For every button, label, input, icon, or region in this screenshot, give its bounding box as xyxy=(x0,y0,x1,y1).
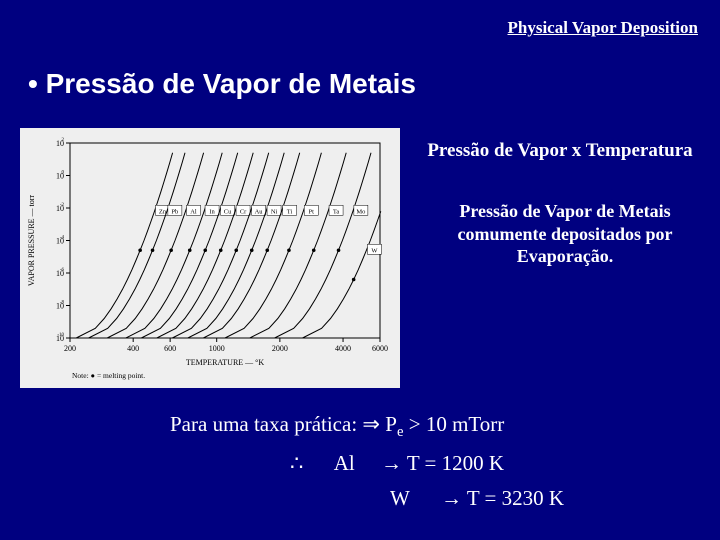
formula2-al: Al xyxy=(334,451,355,475)
formula-block: Para uma taxa prática: ⇒ Pe > 10 mTorr ∴… xyxy=(170,412,690,521)
svg-text:-10: -10 xyxy=(57,333,64,338)
therefore-icon: ∴ xyxy=(290,451,303,475)
svg-text:-6: -6 xyxy=(60,268,65,273)
svg-text:-8: -8 xyxy=(60,301,65,306)
svg-text:Pb: Pb xyxy=(171,208,178,215)
formula-line-1: Para uma taxa prática: ⇒ Pe > 10 mTorr xyxy=(170,412,690,441)
svg-text:1000: 1000 xyxy=(209,344,225,353)
vapor-pressure-chart: 10-1010-810-610-410-21001022004006001000… xyxy=(20,128,400,388)
svg-text:Ta: Ta xyxy=(333,208,340,215)
caption2-line1: Pressão de Vapor de Metais xyxy=(459,201,670,221)
svg-text:-4: -4 xyxy=(60,236,65,241)
svg-text:4000: 4000 xyxy=(335,344,351,353)
chart-caption-2: Pressão de Vapor de Metais comumente dep… xyxy=(440,200,690,268)
svg-text:Cu: Cu xyxy=(224,208,232,215)
formula-line-2: ∴ Al → T = 1200 K xyxy=(170,451,690,476)
caption2-line2: comumente depositados por xyxy=(458,224,673,244)
svg-text:In: In xyxy=(209,208,215,215)
svg-text:6000: 6000 xyxy=(372,344,388,353)
svg-text:-2: -2 xyxy=(60,203,65,208)
svg-text:W: W xyxy=(371,247,378,254)
formula3-w: W xyxy=(390,486,409,510)
svg-text:600: 600 xyxy=(164,344,176,353)
formula1-sub: e xyxy=(397,424,404,440)
svg-text:200: 200 xyxy=(64,344,76,353)
svg-text:Ti: Ti xyxy=(287,208,293,215)
svg-text:VAPOR PRESSURE — torr: VAPOR PRESSURE — torr xyxy=(27,195,36,287)
page-header: Physical Vapor Deposition xyxy=(507,18,698,38)
main-bullet-title: • Pressão de Vapor de Metais xyxy=(28,68,416,100)
svg-text:2000: 2000 xyxy=(272,344,288,353)
svg-text:Cr: Cr xyxy=(240,208,247,215)
formula1-text-a: Para uma taxa prática: xyxy=(170,412,362,436)
formula-line-3: W → T = 3230 K xyxy=(170,486,690,511)
svg-text:400: 400 xyxy=(127,344,139,353)
svg-text:Ni: Ni xyxy=(271,208,278,215)
svg-text:Au: Au xyxy=(255,208,264,215)
caption2-line3: Evaporação. xyxy=(517,246,614,266)
formula1-text-c: > 10 mTorr xyxy=(409,412,505,436)
chart-caption-1: Pressão de Vapor x Temperatura xyxy=(410,140,710,162)
svg-text:Mo: Mo xyxy=(356,208,365,215)
formula3-result: → T = 3230 K xyxy=(441,486,564,510)
implies-icon: ⇒ xyxy=(362,412,380,436)
formula2-result: → T = 1200 K xyxy=(381,451,504,475)
svg-text:Al: Al xyxy=(190,208,197,215)
formula1-text-b: P xyxy=(385,412,397,436)
svg-text:TEMPERATURE — °K: TEMPERATURE — °K xyxy=(186,358,265,367)
svg-text:Note: ● = melting point.: Note: ● = melting point. xyxy=(72,371,145,380)
svg-text:Pt: Pt xyxy=(309,208,315,215)
